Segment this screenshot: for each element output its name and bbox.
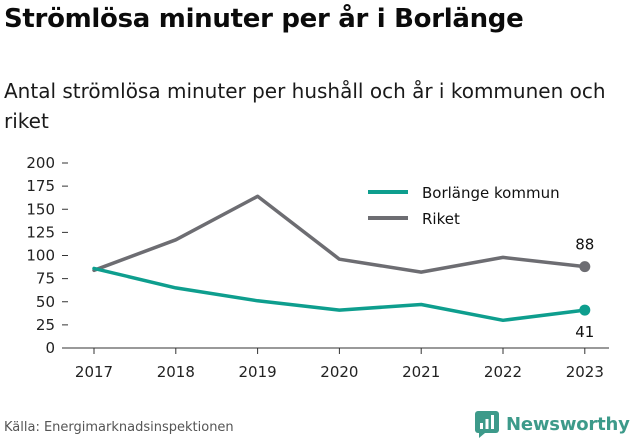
- y-tick-label: 25: [36, 316, 55, 334]
- legend-label-borlange: Borlänge kommun: [422, 184, 560, 202]
- y-tick-label: 125: [26, 223, 55, 241]
- x-tick-label: 2020: [320, 363, 358, 381]
- source-note: Källa: Energimarknadsinspektionen: [4, 420, 234, 435]
- x-tick-label: 2022: [484, 363, 522, 381]
- y-tick-label: 0: [45, 339, 55, 357]
- x-tick-label: 2021: [402, 363, 440, 381]
- series-lines: [92, 194, 587, 323]
- chart-title: Strömlösa minuter per år i Borlänge: [4, 4, 524, 34]
- newsworthy-logo-icon: [475, 411, 499, 438]
- chart-subtitle: Antal strömlösa minuter per hushåll och …: [4, 79, 606, 133]
- brand-name: Newsworthy: [506, 413, 630, 435]
- y-tick-label: 175: [26, 177, 55, 195]
- legend: Borlänge kommun Riket: [360, 176, 596, 234]
- series-line-riket: [92, 194, 587, 274]
- series-line-borlange: [92, 266, 587, 323]
- x-axis: 2017 2018 2019 2020 2021 2022 2023: [68, 347, 609, 381]
- x-tick-label: 2023: [566, 363, 604, 381]
- end-value-label-riket: 88: [575, 236, 594, 254]
- y-tick-label: 75: [36, 270, 55, 288]
- legend-background: [360, 176, 596, 234]
- x-tick-label: 2019: [239, 363, 277, 381]
- y-tick-label: 100: [26, 247, 55, 265]
- x-tick-label: 2018: [157, 363, 195, 381]
- end-marker-riket: [579, 261, 591, 273]
- y-tick-label: 150: [26, 200, 55, 218]
- end-markers: 41 88: [575, 236, 594, 341]
- end-value-label-borlange: 41: [575, 323, 594, 341]
- x-tick-label: 2017: [75, 363, 113, 381]
- y-axis: 0 25 50 75 100 125 150 175 200: [26, 154, 68, 357]
- y-tick-label: 50: [36, 293, 55, 311]
- end-marker-borlange: [579, 304, 591, 316]
- legend-label-riket: Riket: [422, 210, 460, 228]
- y-tick-label: 200: [26, 154, 55, 172]
- brand-logo: Newsworthy: [474, 408, 630, 440]
